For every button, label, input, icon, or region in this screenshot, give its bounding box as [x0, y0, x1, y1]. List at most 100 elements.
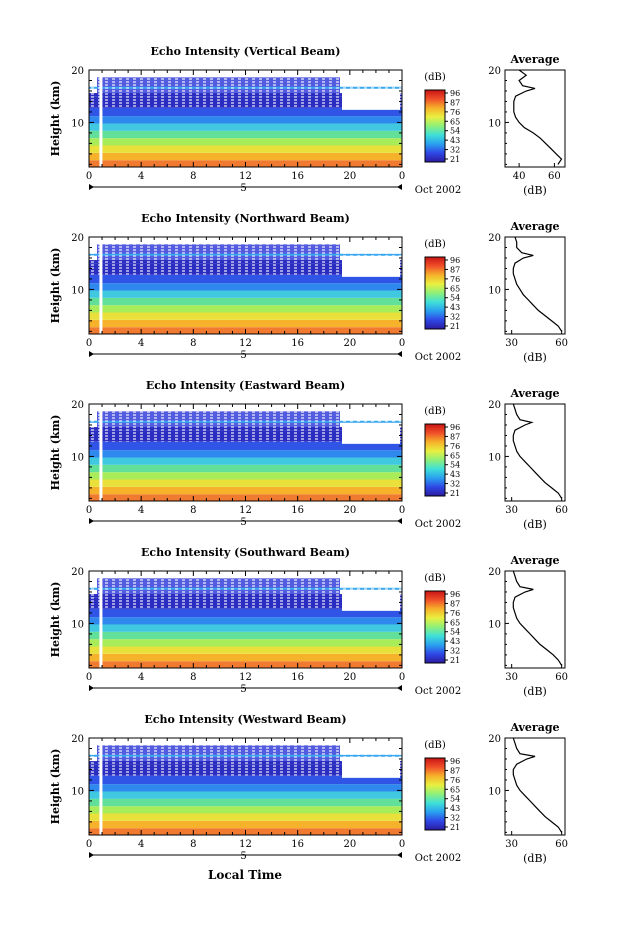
date-label: Oct 2002 — [415, 352, 461, 363]
colorbar — [424, 757, 446, 831]
date-bar-start-marker — [89, 351, 94, 357]
x-tick-label: 8 — [190, 505, 196, 516]
colorbar-tick-label: 54 — [450, 127, 460, 136]
colorbar-tick-label: 96 — [450, 423, 460, 432]
y-tick-label: 20 — [71, 66, 84, 77]
profile-x-tick-label: 30 — [505, 672, 518, 683]
x-tick-label: 0 — [86, 839, 92, 850]
heatmap-speckle — [89, 237, 402, 275]
panel-1: Echo Intensity (Northward Beam) 0 4 8 12 16 20… — [49, 212, 568, 364]
heatmap-band — [89, 123, 402, 131]
profile-line — [512, 570, 563, 666]
heatmap-band — [89, 312, 402, 320]
heatmap-band — [89, 450, 402, 458]
profile-title: Average — [509, 387, 559, 400]
profile-x-tick-label: 60 — [555, 338, 568, 349]
y-tick-label: 20 — [71, 233, 84, 244]
date-label: Oct 2002 — [415, 185, 461, 196]
heatmap-band — [89, 138, 402, 146]
colorbar-tick-label: 54 — [450, 461, 460, 470]
x-tick-label: 12 — [239, 839, 252, 850]
profile-y-tick-label: 10 — [488, 452, 501, 463]
colorbar-tick-label: 43 — [450, 136, 460, 145]
x-tick-label: 0 — [399, 505, 405, 516]
colorbar-tick-label: 21 — [450, 823, 460, 832]
panel-title: Echo Intensity (Vertical Beam) — [150, 45, 340, 58]
y-tick-label: 10 — [71, 118, 84, 129]
day-label: 5 — [240, 183, 246, 194]
colorbar-tick-label: 32 — [450, 146, 460, 155]
y-tick-label: 10 — [71, 619, 84, 630]
profile-x-tick-label: 30 — [505, 505, 518, 516]
heatmap-band — [89, 806, 402, 814]
y-tick-label: 20 — [71, 400, 84, 411]
x-tick-label: 4 — [138, 505, 144, 516]
x-tick-label: 20 — [343, 338, 356, 349]
colorbar-tick-label: 54 — [450, 294, 460, 303]
colorbar-tick-label: 87 — [450, 98, 460, 107]
heatmap-band — [89, 130, 402, 139]
x-tick-label: 0 — [86, 672, 92, 683]
heatmap-band — [89, 631, 402, 640]
heatmap-band — [89, 617, 402, 625]
x-axis-label: Local Time — [208, 868, 282, 882]
profile-line — [512, 403, 563, 499]
heatmap-band — [89, 639, 402, 647]
profile-x-tick-label: 30 — [505, 839, 518, 850]
heatmap — [89, 571, 402, 668]
profile-y-tick-label: 10 — [488, 118, 501, 129]
data-gap — [99, 237, 103, 334]
colorbar-tick-label: 65 — [450, 618, 460, 627]
x-tick-label: 0 — [86, 171, 92, 182]
heatmap — [89, 70, 402, 167]
y-tick-label: 10 — [71, 452, 84, 463]
day-label: 5 — [240, 851, 246, 862]
colorbar-tick-label: 32 — [450, 814, 460, 823]
colorbar-tick-label: 87 — [450, 265, 460, 274]
panel-2: Echo Intensity (Eastward Beam) 0 4 8 12 16 20 0… — [49, 379, 568, 531]
x-tick-label: 4 — [138, 338, 144, 349]
colorbar-tick-label: 76 — [450, 108, 460, 117]
x-tick-label: 8 — [190, 171, 196, 182]
colorbar-tick-label: 21 — [450, 322, 460, 331]
x-tick-label: 12 — [239, 338, 252, 349]
y-axis-label: Height (km) — [49, 749, 62, 825]
panel-title: Echo Intensity (Eastward Beam) — [146, 379, 345, 392]
heatmap-band — [89, 472, 402, 480]
data-gap — [99, 70, 103, 167]
panel-title: Echo Intensity (Northward Beam) — [141, 212, 350, 225]
x-tick-label: 0 — [86, 338, 92, 349]
profile-y-tick-label: 10 — [488, 786, 501, 797]
panel-title: Echo Intensity (Southward Beam) — [141, 546, 350, 559]
x-tick-label: 8 — [190, 338, 196, 349]
profile-y-tick-label: 10 — [488, 285, 501, 296]
profile-frame — [504, 737, 566, 836]
y-axis-label: Height (km) — [49, 248, 62, 324]
profile-x-label: (dB) — [523, 184, 547, 197]
colorbar-unit: (dB) — [424, 406, 446, 417]
heatmap-band — [89, 290, 402, 298]
heatmap-band — [89, 486, 402, 495]
colorbar — [424, 256, 446, 330]
date-bar-start-marker — [89, 852, 94, 858]
profile-y-tick-label: 20 — [488, 233, 501, 244]
profile-line — [512, 236, 563, 332]
profile-title: Average — [509, 554, 559, 567]
colorbar-tick-label: 43 — [450, 303, 460, 312]
heatmap-band — [89, 297, 402, 306]
x-tick-label: 20 — [343, 171, 356, 182]
heatmap-band — [89, 116, 402, 124]
heatmap-band — [89, 145, 402, 153]
colorbar-tick-label: 96 — [450, 757, 460, 766]
profile-y-tick-label: 20 — [488, 66, 501, 77]
profile-x-tick-label: 30 — [505, 338, 518, 349]
x-tick-label: 16 — [291, 338, 304, 349]
colorbar-tick-label: 32 — [450, 647, 460, 656]
heatmap-speckle — [89, 404, 402, 442]
colorbar-tick-label: 32 — [450, 480, 460, 489]
panel-3: Echo Intensity (Southward Beam) 0 4 8 12 16 20… — [49, 546, 568, 698]
profile-x-tick-label: 60 — [555, 839, 568, 850]
profile-y-tick-label: 10 — [488, 619, 501, 630]
x-tick-label: 8 — [190, 839, 196, 850]
